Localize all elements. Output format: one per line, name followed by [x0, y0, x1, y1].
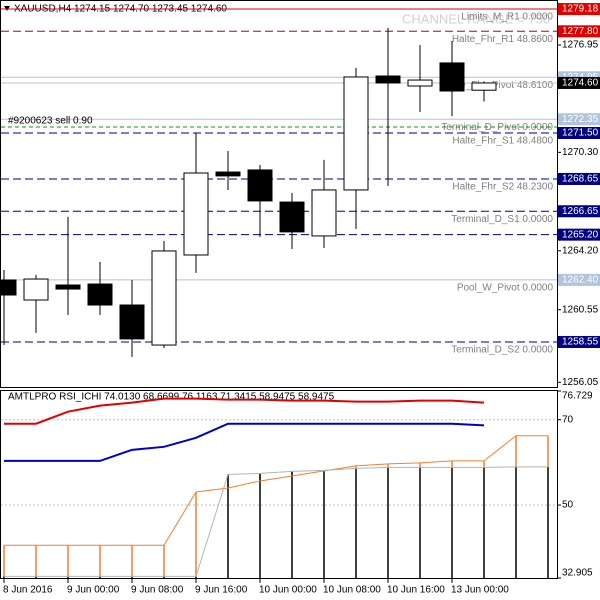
price-tag	[558, 3, 600, 16]
price-tag-label: 1277.80	[562, 26, 599, 37]
x-tick-label: 9 Jun 00:00	[67, 585, 120, 596]
price-tag-label: 1258.55	[562, 337, 599, 348]
level-label: Terminal_D_Pivot 0.0000	[441, 122, 553, 133]
price-tag-label: 1266.65	[562, 206, 599, 217]
candle-body	[439, 62, 465, 92]
indicator-frame	[0, 390, 558, 579]
candle-body	[87, 283, 113, 306]
main-frame	[0, 0, 558, 388]
x-tick-label: 10 Jun 16:00	[387, 585, 445, 596]
y-tick-label: 1256.05	[562, 377, 599, 388]
indicator-title: AMTLPRO RSI_ICHI 74.0130 68.6699 76.1163…	[8, 392, 335, 403]
candle-body	[375, 75, 401, 84]
x-tick-label: 9 Jun 16:00	[195, 585, 248, 596]
y-tick-label: 1264.20	[562, 245, 599, 256]
level-label: Halte_Fhr_S1 48.4800	[452, 136, 553, 147]
candle-body	[343, 76, 369, 191]
level-label: Halte_Fhr_Pivot 48.6100	[442, 80, 553, 91]
candle-body	[407, 79, 433, 87]
indicator-line	[4, 435, 548, 546]
level-label: Halte_Fhr_S2 48.2300	[452, 182, 553, 193]
candle-body	[279, 201, 305, 233]
level-label: Terminal_D_S1 0.0000	[451, 214, 553, 225]
price-tag	[558, 172, 600, 185]
level-label: Terminal_D_S2 0.0000	[451, 345, 553, 356]
level-label: Halte_Fhr_R1 48.8600	[452, 34, 554, 45]
indicator-line	[4, 397, 485, 425]
candle-body	[151, 250, 177, 346]
price-tag-label: 1271.50	[562, 128, 599, 139]
level-label: Limits_M_R1 0.0000	[461, 12, 553, 23]
candle-body	[23, 278, 49, 301]
price-tag	[558, 126, 600, 139]
candle-body	[183, 172, 209, 256]
y-tick-label: 1276.95	[562, 40, 599, 51]
price-tag	[558, 205, 600, 218]
x-tick-label: 10 Jun 08:00	[323, 585, 381, 596]
indicator-line	[4, 422, 485, 462]
candle-body	[55, 284, 81, 290]
level-label: Pool_W_Pivot 0.0000	[457, 282, 554, 293]
y-tick-label: 1260.55	[562, 304, 599, 315]
candle-body	[247, 169, 273, 202]
price-tag-label: 1272.35	[562, 114, 599, 125]
x-tick-label: 10 Jun 00:00	[259, 585, 317, 596]
price-tag	[558, 25, 600, 38]
price-tag-label: 1279.18	[562, 4, 599, 15]
y-tick-label: 70	[562, 414, 574, 425]
candle-body	[119, 304, 145, 340]
price-tag	[558, 273, 600, 286]
y-tick-label: 1270.30	[562, 147, 599, 158]
indicator-line	[4, 466, 548, 577]
price-tag	[558, 228, 600, 241]
price-tag-label: 1268.65	[562, 174, 599, 185]
x-tick-label: 8 Jun 2016	[3, 585, 53, 596]
price-tag	[558, 76, 600, 89]
price-tag-label: 1265.20	[562, 229, 599, 240]
candle-body	[471, 82, 497, 91]
candle-body	[0, 279, 17, 296]
watermark: CHANNEL RANGE = 750	[402, 11, 550, 26]
candle-body	[215, 171, 241, 177]
y-tick-label: 50	[562, 500, 574, 511]
candle-body	[311, 189, 337, 237]
x-tick-label: 13 Jun 00:00	[451, 585, 509, 596]
x-tick-label: 9 Jun 08:00	[131, 585, 184, 596]
title-icon	[4, 6, 10, 11]
price-tag	[558, 113, 600, 126]
order-label: #9200623 sell 0.90	[8, 116, 93, 127]
y-tick-label: 32.905	[562, 568, 593, 579]
price-tag-label: 1274.60	[562, 78, 599, 89]
price-tag	[558, 335, 600, 348]
price-tag-label: 1262.40	[562, 274, 599, 285]
y-tick-label: 76.729	[562, 391, 593, 402]
